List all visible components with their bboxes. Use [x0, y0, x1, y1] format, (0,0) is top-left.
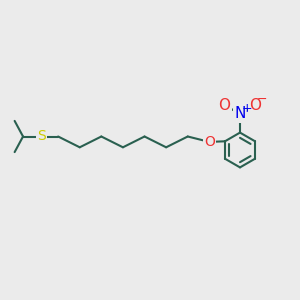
Text: S: S — [37, 130, 46, 143]
Text: O: O — [218, 98, 230, 112]
Text: −: − — [257, 93, 268, 106]
Text: O: O — [250, 98, 262, 113]
Text: N: N — [234, 106, 246, 122]
Text: O: O — [204, 135, 215, 149]
Text: +: + — [241, 101, 252, 115]
